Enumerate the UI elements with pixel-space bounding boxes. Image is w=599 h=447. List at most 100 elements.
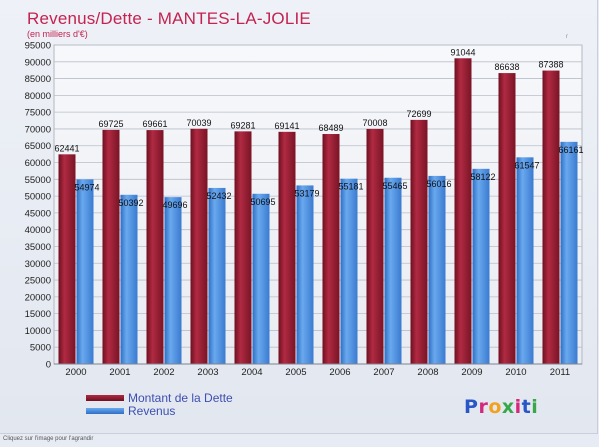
x-tick-label: 2004 [241, 367, 262, 378]
bar-debt [366, 128, 384, 364]
x-axis-ticks: 2000 2001 2002 2003 2004 2005 2006 2007 2008 2009… [54, 363, 582, 378]
data-label-debt: 62441 [54, 143, 79, 153]
x-tick-label: 2011 [550, 367, 570, 378]
footnote[interactable]: Cliquez sur l'image pour l'agrandir [3, 436, 94, 442]
bar-debt [498, 73, 516, 365]
y-tick-label: 70000 [25, 124, 51, 135]
y-tick-label: 20000 [25, 292, 51, 303]
data-label-debt: 70008 [362, 118, 387, 128]
data-label-revenue: 50392 [118, 198, 143, 208]
y-tick-label: 85000 [25, 74, 51, 85]
data-label-debt: 69725 [98, 119, 123, 129]
bar-debt [190, 128, 208, 364]
x-tick-label: 2005 [285, 367, 306, 378]
bar-revenue [516, 157, 534, 364]
logo-letter: x [501, 396, 515, 418]
data-label-debt: 72699 [406, 109, 431, 119]
data-label-revenue: 58122 [470, 172, 495, 182]
x-tick-label: 2008 [417, 367, 438, 378]
bar-debt [146, 130, 164, 364]
bar-debt [410, 119, 428, 365]
data-label-revenue: 66161 [558, 145, 583, 155]
bar-revenue [208, 187, 226, 364]
y-tick-label: 5000 [30, 343, 51, 354]
data-label-revenue: 53179 [294, 188, 319, 198]
logo-letter: o [488, 396, 502, 418]
logo-letter: t [521, 396, 532, 418]
logo-letter: P [464, 396, 479, 418]
bar-revenue [340, 178, 358, 364]
data-label-debt: 91044 [450, 47, 475, 57]
data-label-revenue: 52432 [206, 191, 231, 201]
y-tick-label: 80000 [25, 91, 51, 102]
x-tick-label: 2000 [65, 367, 86, 378]
bar-revenue [428, 175, 446, 364]
bar-revenue [296, 185, 314, 364]
data-label-debt: 69281 [230, 120, 255, 130]
x-tick-label: 2010 [505, 367, 526, 378]
x-tick-label: 2001 [109, 367, 130, 378]
x-tick-label: 2009 [461, 367, 482, 378]
y-tick-label: 90000 [25, 57, 51, 68]
bar-debt [542, 70, 560, 364]
data-label-debt: 68489 [318, 123, 343, 133]
data-label-revenue: 49696 [162, 200, 187, 210]
legend-swatch-debt [86, 395, 124, 401]
data-label-revenue: 54974 [74, 182, 99, 192]
bar-debt [58, 154, 76, 364]
bar-debt [102, 129, 120, 364]
data-label-debt: 87388 [538, 60, 563, 70]
y-tick-label: 45000 [25, 208, 51, 219]
data-label-debt: 69141 [274, 121, 299, 131]
bar-debt [234, 131, 252, 364]
bar-revenue [76, 179, 94, 364]
legend-label-revenue: Revenus [128, 404, 176, 418]
y-tick-label: 75000 [25, 108, 51, 119]
y-tick-label: 10000 [25, 326, 51, 337]
y-tick-label: 95000 [25, 41, 51, 52]
y-axis-ticks: 0 5000 10000 15000 20000 25000 30000 35000 40000… [25, 41, 51, 371]
y-tick-label: 0 [46, 360, 51, 371]
y-tick-label: 25000 [25, 276, 51, 287]
data-label-revenue: 50695 [250, 197, 275, 207]
data-label-revenue: 55181 [338, 182, 363, 192]
chart-title: Revenus/Dette - MANTES-LA-JOLIE [27, 9, 311, 28]
y-tick-label: 35000 [25, 242, 51, 253]
bar-revenue [164, 197, 182, 364]
logo-letter: r [478, 396, 489, 418]
chart-subtitle: (en milliers d'€) [27, 29, 88, 39]
data-label-revenue: 56016 [426, 179, 451, 189]
logo-letter: i [514, 396, 522, 418]
bar-debt [322, 134, 340, 364]
bar-revenue [472, 168, 490, 364]
bar-debt [454, 58, 472, 364]
y-tick-label: 15000 [25, 309, 51, 320]
data-label-debt: 86638 [494, 62, 519, 72]
y-tick-label: 55000 [25, 175, 51, 186]
bar-debt [278, 131, 296, 364]
x-tick-label: 2003 [197, 367, 218, 378]
legend-label-debt: Montant de la Dette [128, 391, 233, 405]
x-tick-label: 2006 [329, 367, 350, 378]
bar-chart: 0 5000 10000 15000 20000 25000 30000 35000 40000… [25, 41, 584, 379]
data-labels: 62441 54974 69725 50392 69661 49696 70039 52432… [54, 47, 583, 210]
data-label-debt: 70039 [186, 118, 211, 128]
legend-swatch-revenue [86, 408, 124, 414]
bar-revenue [252, 193, 270, 364]
data-label-debt: 69661 [142, 119, 167, 129]
bars [58, 58, 578, 365]
bar-revenue [120, 194, 138, 364]
x-tick-label: 2007 [373, 367, 394, 378]
plot-area [53, 44, 583, 365]
logo-letter: i [531, 396, 539, 418]
bar-revenue [560, 141, 578, 364]
y-tick-label: 30000 [25, 259, 51, 270]
y-tick-label: 50000 [25, 192, 51, 203]
y-tick-label: 60000 [25, 158, 51, 169]
plot-background [53, 44, 583, 365]
data-label-revenue: 55465 [382, 181, 407, 191]
proxiti-logo[interactable]: Proxiti [464, 396, 538, 418]
y-tick-label: 40000 [25, 225, 51, 236]
data-label-revenue: 61547 [514, 160, 539, 170]
x-tick-label: 2002 [153, 367, 174, 378]
